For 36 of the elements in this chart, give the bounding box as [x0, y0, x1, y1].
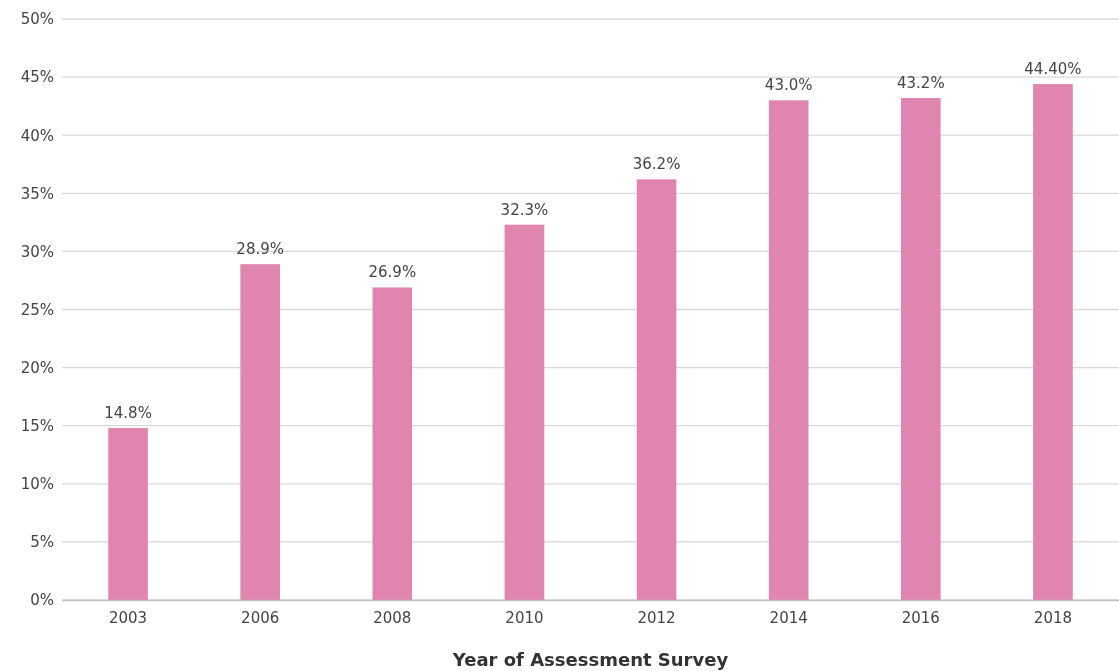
- bar: [240, 264, 281, 600]
- x-tick-label: 2018: [1033, 608, 1073, 627]
- y-tick-label: 15%: [20, 417, 54, 435]
- bar: [900, 98, 941, 600]
- bar: [1033, 84, 1073, 600]
- y-tick-label: 25%: [20, 300, 54, 319]
- data-label: 43.2%: [896, 74, 945, 93]
- x-tick-label: 2014: [769, 608, 808, 627]
- y-tick-label: 10%: [20, 475, 54, 494]
- data-label: 14.8%: [104, 404, 152, 423]
- data-label: 28.9%: [236, 240, 285, 259]
- data-label: 44.40%: [1024, 60, 1082, 79]
- y-tick-label: 45%: [20, 68, 54, 87]
- y-tick-label: 40%: [20, 126, 54, 145]
- bar: [636, 179, 677, 600]
- data-label: 32.3%: [500, 200, 549, 219]
- y-tick-label: 50%: [20, 10, 54, 29]
- x-axis-title: Year of Assessment Survey: [451, 649, 729, 670]
- x-tick-label: 2012: [637, 608, 676, 627]
- x-tick-label: 2008: [373, 608, 412, 627]
- x-tick-label: 2006: [241, 608, 280, 627]
- data-label: 26.9%: [368, 263, 417, 282]
- data-label: 36.2%: [632, 155, 681, 174]
- x-tick-label: 2016: [901, 608, 940, 627]
- bar: [372, 287, 413, 600]
- y-tick-label: 5%: [30, 533, 54, 552]
- bar: [768, 100, 809, 600]
- y-tick-label: 35%: [20, 184, 54, 203]
- y-tick-label: 0%: [30, 591, 54, 610]
- x-tick-label: 2003: [108, 608, 148, 627]
- data-label: 43.0%: [764, 76, 813, 95]
- y-tick-label: 20%: [20, 358, 54, 377]
- x-tick-label: 2010: [505, 608, 544, 627]
- bar: [504, 224, 545, 600]
- y-tick-label: 30%: [20, 242, 54, 261]
- bar: [108, 428, 148, 600]
